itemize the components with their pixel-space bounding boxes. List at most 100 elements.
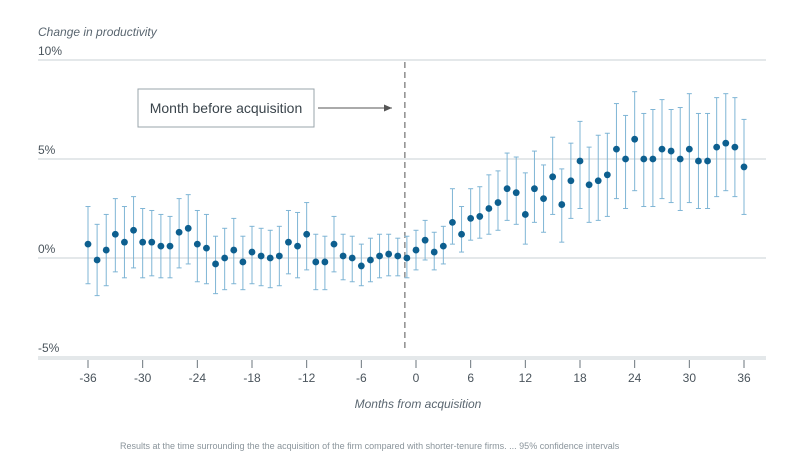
y-tick-label: -5%: [38, 341, 60, 355]
data-point: [321, 258, 329, 266]
data-point: [157, 242, 165, 250]
data-point: [376, 252, 383, 260]
data-point: [221, 254, 229, 262]
annotation-box: [137, 88, 315, 128]
y-tick-label: 5%: [38, 143, 56, 157]
data-point: [449, 218, 456, 226]
data-point: [121, 238, 128, 246]
footnote: Results at the time surrounding the the …: [120, 441, 620, 451]
data-point: [239, 258, 247, 266]
data-point: [139, 238, 147, 246]
data-point: [594, 177, 602, 185]
data-point: [540, 195, 547, 203]
data-point: [731, 143, 739, 151]
data-point: [503, 185, 511, 193]
data-point: [676, 155, 684, 163]
data-point: [558, 201, 566, 208]
data-point: [494, 199, 502, 206]
data-point: [412, 246, 420, 254]
data-point: [667, 147, 675, 155]
data-point: [640, 155, 648, 163]
data-point: [294, 242, 301, 250]
data-point: [631, 135, 639, 143]
data-point: [148, 238, 156, 246]
data-point: [257, 252, 265, 260]
data-point: [603, 171, 611, 179]
data-point: [439, 242, 447, 250]
data-point: [367, 256, 374, 264]
x-tick-label: 18: [573, 371, 587, 385]
data-point: [622, 155, 629, 163]
y-axis-title: Change in productivity: [38, 25, 158, 39]
data-point: [385, 250, 393, 258]
data-point: [685, 145, 693, 153]
data-point: [430, 248, 438, 256]
data-point: [613, 145, 620, 153]
data-point: [531, 185, 538, 193]
data-point: [184, 224, 192, 232]
data-point: [567, 177, 575, 185]
data-point: [275, 252, 283, 260]
data-point: [248, 248, 256, 256]
x-tick-label: 36: [737, 371, 751, 385]
data-point: [576, 157, 584, 165]
data-point: [649, 155, 657, 163]
data-point: [476, 213, 484, 220]
data-point: [330, 240, 338, 248]
data-point: [695, 157, 702, 165]
data-point: [458, 230, 465, 238]
data-points: [84, 135, 748, 270]
data-point: [722, 139, 730, 147]
x-tick-label: -30: [134, 371, 152, 385]
data-point: [166, 242, 174, 250]
data-point: [230, 246, 238, 254]
x-tick-label: -12: [298, 371, 316, 385]
data-point: [512, 189, 520, 197]
data-point: [102, 246, 110, 254]
x-tick-label: -6: [356, 371, 367, 385]
data-point: [111, 230, 119, 238]
data-point: [266, 254, 274, 262]
data-point: [212, 260, 219, 268]
data-point: [704, 157, 711, 165]
data-point: [312, 258, 320, 266]
data-point: [485, 205, 493, 212]
x-tick-label: 30: [683, 371, 697, 385]
data-point: [403, 254, 411, 262]
data-point: [585, 181, 593, 189]
x-tick-label: -18: [243, 371, 261, 385]
x-tick-label: 12: [519, 371, 533, 385]
data-point: [348, 254, 356, 262]
data-point: [713, 143, 721, 151]
y-tick-label: 10%: [38, 44, 62, 58]
data-point: [467, 215, 475, 222]
data-point: [521, 211, 529, 218]
data-point: [303, 230, 311, 238]
data-point: [394, 252, 402, 260]
data-point: [130, 226, 137, 234]
x-tick-label: -24: [189, 371, 207, 385]
annotation-label: Month before acquisition: [150, 100, 303, 116]
gridlines: [38, 59, 766, 360]
data-point: [84, 240, 92, 248]
x-tick-label: -36: [79, 371, 97, 385]
x-tick-label: 6: [467, 371, 474, 385]
y-tick-label: 0%: [38, 242, 56, 256]
data-point: [175, 228, 183, 236]
data-point: [357, 262, 365, 270]
annotation-arrow-head-icon: [384, 104, 392, 112]
data-point: [549, 173, 557, 181]
data-point: [740, 163, 748, 171]
annotation-group: Month before acquisition: [137, 88, 392, 128]
x-tick-labels: -36 -30 -24 -18 -12 -6 0 6 12 18 24 30 36: [79, 360, 751, 385]
data-point: [203, 244, 210, 252]
data-point: [421, 236, 429, 244]
x-axis-title: Months from acquisition: [355, 397, 482, 411]
data-point: [285, 238, 292, 246]
x-tick-label: 24: [628, 371, 642, 385]
y-tick-labels: -5% 0% 5% 10%: [38, 44, 62, 355]
data-point: [658, 145, 666, 153]
x-tick-label: 0: [413, 371, 420, 385]
data-point: [93, 256, 101, 264]
